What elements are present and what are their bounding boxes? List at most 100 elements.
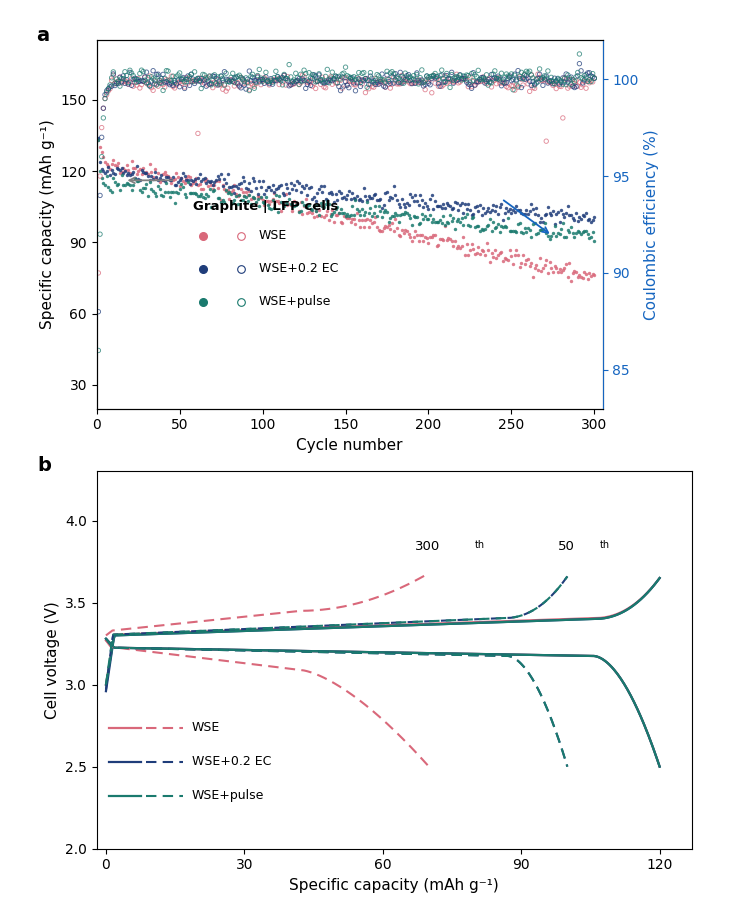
Point [447,238,459,252]
Point [554,79,565,93]
Point [542,76,554,91]
Point [504,69,516,84]
Point [141,65,153,79]
Point [280,78,292,92]
Point [234,80,246,94]
Point [540,207,552,221]
Point [195,72,207,86]
Point [429,215,441,229]
Point [243,84,255,98]
Point [366,191,378,206]
Point [272,70,283,84]
Point [575,64,587,78]
Point [475,70,487,84]
Point [493,248,504,262]
Point [567,73,579,87]
Point [177,165,189,180]
Point [373,77,385,92]
Point [251,68,263,83]
Point [154,73,166,87]
Point [149,74,161,88]
Point [157,84,169,98]
Point [199,68,211,83]
Point [421,212,433,226]
Point [502,81,514,95]
Point [351,75,363,90]
Point [378,205,390,219]
Point [127,79,139,93]
Point [497,254,509,269]
Point [320,191,332,206]
Point [253,198,265,213]
Point [490,76,502,91]
Point [263,75,275,89]
Point [150,170,162,184]
Point [255,71,267,85]
Point [132,71,144,85]
Point [119,163,131,178]
Point [404,230,416,244]
Point [222,81,234,95]
Point [545,208,557,223]
Point [464,77,476,92]
Point [348,77,360,92]
Point [484,254,496,269]
Point [464,243,476,258]
Point [195,187,207,201]
Point [320,81,332,95]
Point [501,200,513,215]
Point [416,207,428,221]
Point [462,68,474,83]
Point [219,172,231,187]
Point [189,74,201,88]
Point [265,73,277,87]
Point [533,223,545,237]
Point [324,71,336,85]
Point [207,184,219,198]
Point [318,179,330,193]
Point [552,225,564,240]
Point [447,76,459,91]
Point [359,85,371,100]
Point [111,158,123,172]
Point [587,75,599,89]
Point [403,198,414,213]
Point [338,189,350,204]
Point [115,168,127,182]
Point [527,202,539,216]
Point [295,204,307,218]
Point [411,227,423,242]
Point [212,78,224,92]
Point [335,216,347,230]
Point [572,224,584,238]
Point [189,173,201,188]
Point [126,72,138,86]
Point [280,71,292,85]
Point [343,184,355,198]
Point [106,185,118,199]
Point [103,159,115,173]
Point [134,173,146,188]
Point [547,265,559,279]
Point [197,172,209,187]
Point [132,172,144,187]
Point [358,180,370,195]
Point [348,212,360,226]
Point [202,78,214,92]
Point [118,178,129,192]
Point [574,225,586,240]
Point [481,75,493,89]
Point [404,76,416,91]
Point [455,211,467,225]
Point [413,76,425,91]
Point [560,66,572,81]
Point [366,79,378,93]
Point [434,74,446,88]
Point [104,162,116,176]
Point [187,72,199,86]
Point [527,75,539,89]
Point [376,66,388,81]
Point [295,184,307,198]
Point [238,189,250,203]
Point [212,190,224,205]
